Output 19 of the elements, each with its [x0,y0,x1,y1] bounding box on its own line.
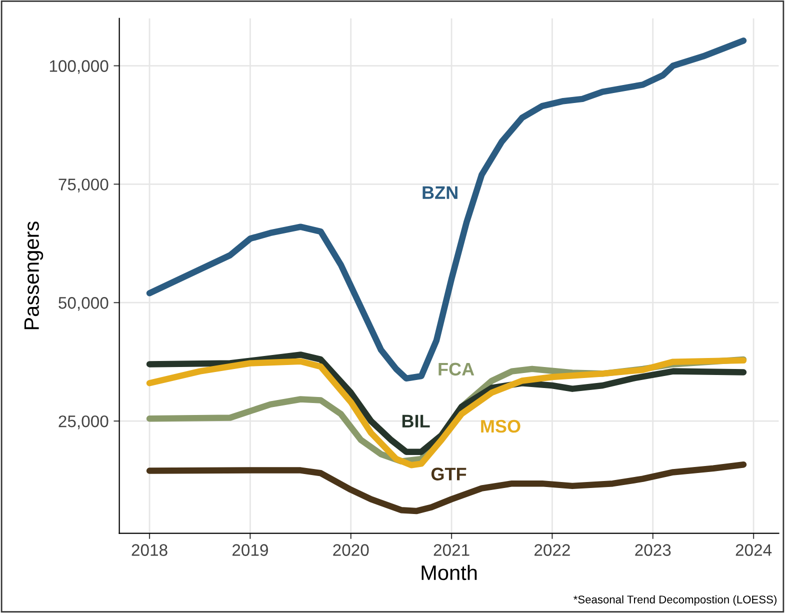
y-axis-title: Passengers [24,222,44,330]
series-label: BZN [422,186,458,199]
x-tick-label: 2023 [635,544,671,556]
series-label: FCA [438,362,474,376]
text: *Seasonal Trend Decompostion (LOESS) [574,595,776,606]
x-tick-label: 2019 [232,544,268,556]
y-tick-label: 75,000 [58,178,108,192]
x-tick-label: 2018 [132,544,168,556]
y-tick-label: 50,000 [58,297,108,311]
x-tick-label: 2022 [534,544,570,556]
y-tick-label: 25,000 [58,415,108,430]
x-tick-label: 2024 [736,544,772,556]
y-tick-label: 100,000 [50,60,108,74]
x-tick-label: 2020 [333,544,369,556]
x-tick-label: 2021 [434,544,470,556]
series-label: MSO [481,420,520,433]
series-label: GTF [431,468,466,480]
x-axis-title: Month [422,564,477,580]
series-label: BIL [402,414,430,428]
